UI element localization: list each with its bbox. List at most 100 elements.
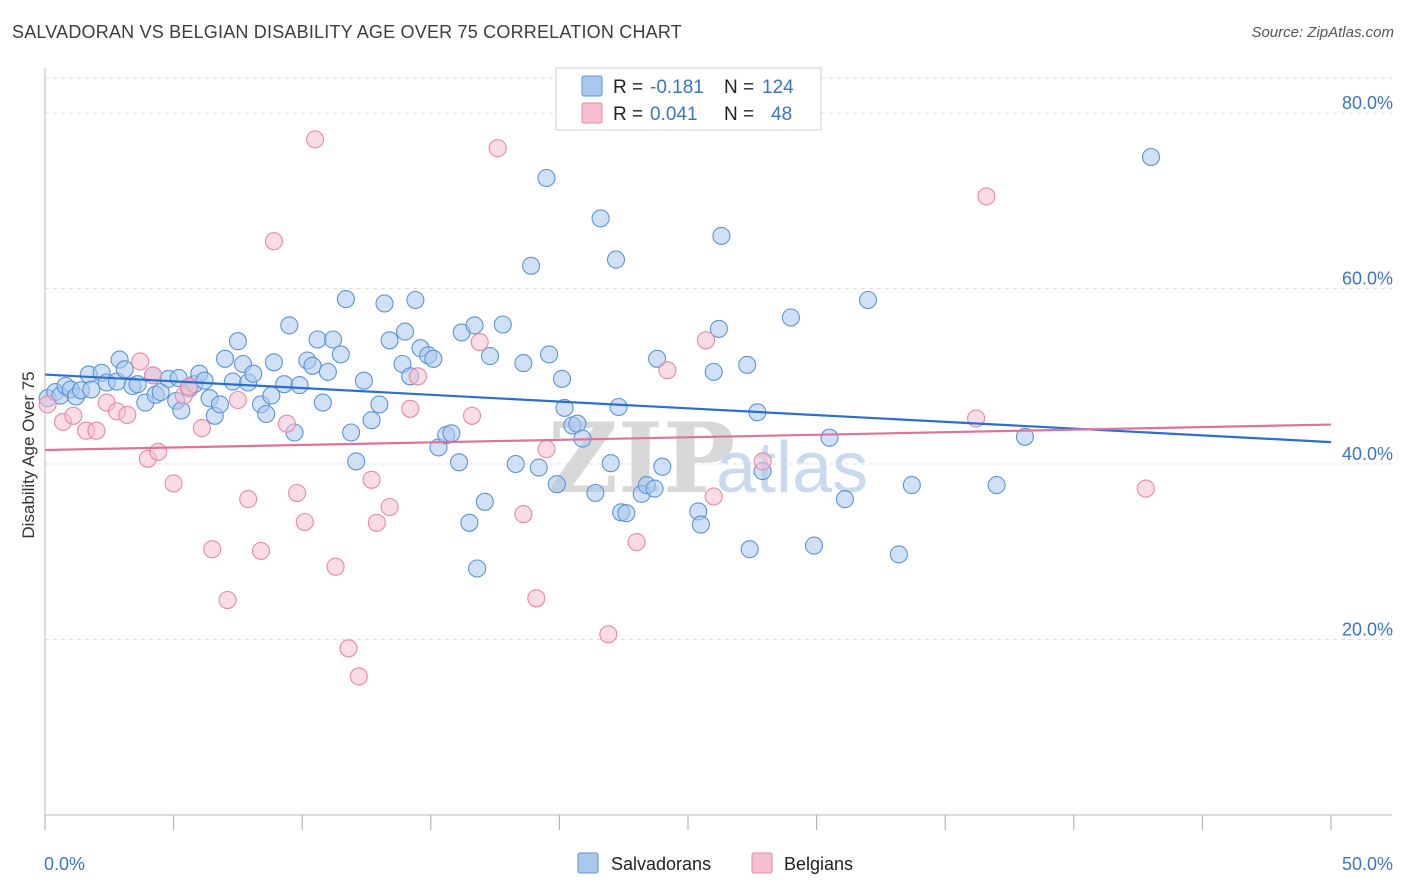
salvadorans-point-19 (151, 383, 170, 402)
belgians-point-30 (367, 513, 386, 532)
belgians-trend-line (44, 423, 1332, 452)
salvadorans-point-118 (987, 476, 1006, 495)
salvadorans-point-52 (336, 290, 355, 309)
salvadorans-point-54 (347, 452, 366, 471)
salvadorans-point-82 (537, 168, 556, 188)
salvadorans-point-49 (318, 362, 337, 381)
salvadorans-point-113 (820, 428, 839, 447)
y-tick-label-1: 40.0% (1342, 444, 1393, 464)
salvadorans-point-27 (195, 371, 214, 390)
salvadorans-point-36 (244, 364, 263, 383)
belgians-point-34 (462, 406, 482, 425)
salvadorans-point-115 (858, 290, 878, 310)
salvadorans-point-78 (506, 454, 525, 474)
salvadorans-point-59 (380, 331, 399, 350)
belgians-point-41 (627, 533, 646, 552)
salvadorans-point-73 (465, 316, 484, 335)
salvadorans-point-58 (375, 294, 394, 313)
legend-n-label-1: N = (724, 77, 754, 98)
salvadorans-point-85 (552, 369, 572, 388)
salvadorans-point-79 (514, 354, 533, 373)
belgians-point-8 (131, 352, 150, 371)
belgians-point-0 (38, 395, 57, 414)
salvadorans-point-100 (648, 349, 667, 368)
salvadorans-point-63 (406, 290, 425, 310)
salvadorans-point-33 (228, 332, 247, 351)
salvadorans-point-66 (424, 349, 443, 368)
salvadorans-point-72 (460, 513, 479, 532)
salvadorans-point-30 (210, 395, 229, 414)
salvadorans-point-117 (902, 476, 921, 495)
salvadorans-point-101 (653, 457, 672, 476)
salvadorans-point-92 (601, 454, 620, 473)
belgians-point-21 (264, 232, 283, 251)
belgians-point-45 (753, 452, 772, 471)
salvadorans-point-56 (362, 411, 381, 430)
salvadorans-point-80 (522, 256, 541, 275)
salvadorans-point-57 (370, 395, 389, 414)
salvadorans-point-13 (115, 360, 134, 379)
belgians-point-16 (203, 540, 222, 559)
salvadorans-point-32 (223, 372, 242, 391)
belgians-point-48 (1136, 479, 1155, 498)
salvadorans-point-81 (529, 458, 548, 477)
belgians-point-15 (192, 419, 211, 438)
salvadorans-point-111 (781, 308, 800, 327)
salvadorans-point-74 (468, 559, 487, 578)
x-tick-label-0: 0.0% (44, 854, 85, 874)
legend-n-label-2: N = (724, 104, 754, 125)
bottom-legend-salvadorans: Salvadorans (611, 854, 711, 874)
bottom-legend-belgians: Belgians (784, 854, 853, 874)
y-tick-labels: 20.0% 40.0% 60.0% 80.0% (1342, 93, 1393, 639)
stats-legend: R = -0.181 N = 124 R = 0.041 N = 48 (555, 67, 822, 131)
salvadorans-point-23 (172, 401, 191, 420)
salvadorans-point-90 (586, 483, 605, 503)
salvadorans-point-55 (354, 371, 373, 390)
salvadorans-point-120 (1141, 147, 1161, 167)
belgians-point-33 (408, 367, 427, 386)
legend-r-value-2: 0.041 (650, 104, 698, 125)
salvadorans-point-91 (591, 209, 610, 228)
salvadorans-point-94 (609, 397, 628, 417)
belgians-point-24 (295, 512, 314, 532)
salvadorans-point-75 (475, 492, 494, 511)
salvadorans-point-47 (308, 330, 327, 349)
salvadorans-trend-line (44, 373, 1332, 444)
belgians-point-37 (514, 505, 533, 524)
belgians-point-47 (977, 187, 996, 206)
salvadorans-point-84 (547, 475, 566, 494)
belgians-point-32 (401, 399, 420, 418)
salvadorans-point-104 (704, 362, 723, 381)
belgians-point-44 (704, 487, 723, 506)
salvadorans-point-40 (264, 353, 283, 372)
legend-n-value-2: 48 (771, 104, 792, 125)
belgians-point-22 (277, 414, 296, 433)
belgians-point-19 (239, 490, 258, 509)
source-label: Source: ZipAtlas.com (1251, 24, 1394, 41)
salvadorans-point-41 (275, 375, 294, 394)
x-tick-label-1: 50.0% (1342, 854, 1393, 874)
belgians-point-28 (349, 667, 368, 686)
belgians-point-39 (537, 440, 556, 459)
salvadorans-point-31 (215, 349, 235, 368)
legend-swatch-belgians (581, 102, 603, 124)
belgians-point-18 (228, 390, 247, 410)
salvadorans-point-107 (738, 355, 757, 374)
salvadorans-point-50 (324, 330, 343, 349)
salvadorans-point-114 (835, 490, 854, 509)
belgians-point-27 (339, 639, 358, 658)
y-axis-label: Disability Age Over 75 (19, 371, 38, 538)
legend-n-value-1: 124 (762, 77, 794, 98)
belgians-point-36 (488, 139, 507, 158)
salvadorans-point-77 (493, 315, 512, 334)
salvadorans-point-51 (331, 345, 350, 364)
axes (44, 68, 1392, 830)
salvadorans-point-53 (342, 423, 361, 442)
salvadorans-point-112 (804, 536, 824, 555)
x-tick-labels: 0.0% 50.0% (44, 854, 1393, 874)
salvadorans-point-105 (709, 319, 728, 338)
salvadorans-point-48 (313, 393, 332, 412)
belgians-point-20 (251, 541, 271, 560)
bottom-legend-swatch-belgians (751, 852, 773, 874)
